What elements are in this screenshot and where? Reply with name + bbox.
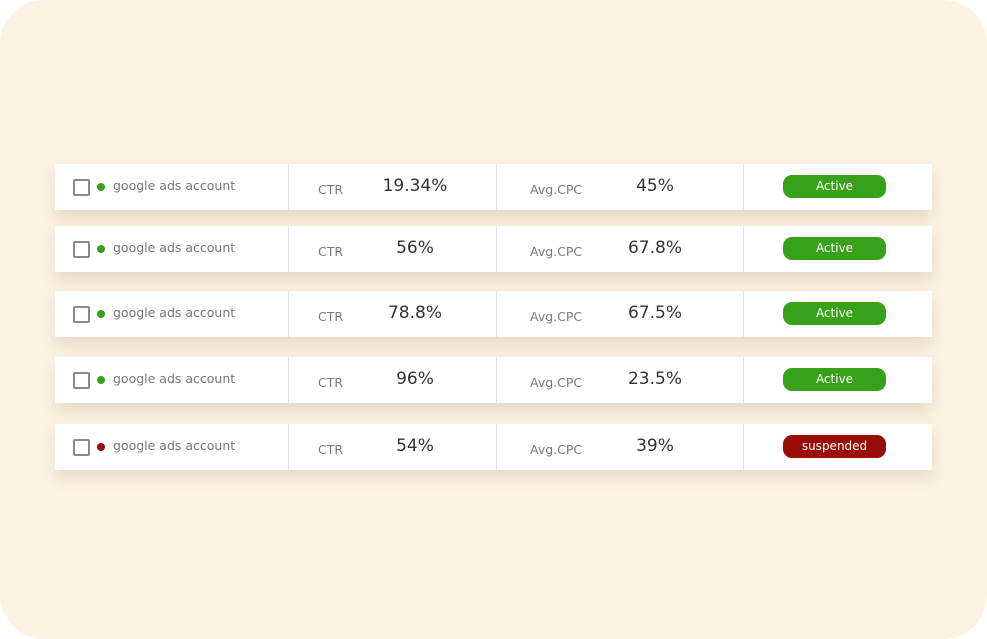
cpc-label: Avg.CPC [530,244,583,259]
row-checkbox[interactable] [73,306,90,323]
cpc-label: Avg.CPC [530,442,583,457]
table-row: google ads account CTR 78.8% Avg.CPC 67.5% Ac… [55,291,932,337]
column-divider [496,424,497,470]
status-badge: Active [783,237,886,260]
cpc-label: Avg.CPC [530,182,583,197]
row-checkbox[interactable] [73,179,90,196]
status-dot [97,376,105,384]
status-badge: suspended [783,435,886,458]
status-dot [97,245,105,253]
cpc-value: 67.8% [627,238,682,258]
cpc-label: Avg.CPC [530,309,583,324]
column-divider [288,226,289,272]
ctr-label: CTR [318,375,344,390]
ctr-value: 54% [396,436,434,456]
cpc-value: 45% [636,176,674,196]
account-name: google ads account [113,438,236,453]
column-divider [496,291,497,337]
column-divider [743,226,744,272]
cpc-value: 39% [636,436,674,456]
status-dot [97,443,105,451]
account-name: google ads account [113,305,236,320]
column-divider [288,164,289,210]
account-name: google ads account [113,371,236,386]
ctr-label: CTR [318,309,344,324]
account-name: google ads account [113,240,236,255]
table-row: google ads account CTR 96% Avg.CPC 23.5% Acti… [55,357,932,403]
status-dot [97,183,105,191]
ctr-value: 78.8% [387,303,442,323]
column-divider [743,291,744,337]
table-row: google ads account CTR 54% Avg.CPC 39% suspen… [55,424,932,470]
cpc-value: 23.5% [627,369,682,389]
row-checkbox[interactable] [73,439,90,456]
status-badge: Active [783,175,886,198]
row-checkbox[interactable] [73,241,90,258]
column-divider [496,164,497,210]
column-divider [743,357,744,403]
column-divider [496,357,497,403]
table-row: google ads account CTR 19.34% Avg.CPC 45% Act… [55,164,932,210]
table-row: google ads account CTR 56% Avg.CPC 67.8% Acti… [55,226,932,272]
ctr-label: CTR [318,442,344,457]
row-checkbox[interactable] [73,372,90,389]
account-name: google ads account [113,178,236,193]
cpc-label: Avg.CPC [530,375,583,390]
status-badge: Active [783,302,886,325]
status-dot [97,310,105,318]
ctr-value: 96% [396,369,434,389]
column-divider [288,357,289,403]
ctr-label: CTR [318,244,344,259]
column-divider [288,424,289,470]
ctr-label: CTR [318,182,344,197]
ctr-value: 19.34% [382,176,448,196]
cpc-value: 67.5% [627,303,682,323]
status-badge: Active [783,368,886,391]
column-divider [496,226,497,272]
column-divider [743,164,744,210]
column-divider [743,424,744,470]
column-divider [288,291,289,337]
ctr-value: 56% [396,238,434,258]
